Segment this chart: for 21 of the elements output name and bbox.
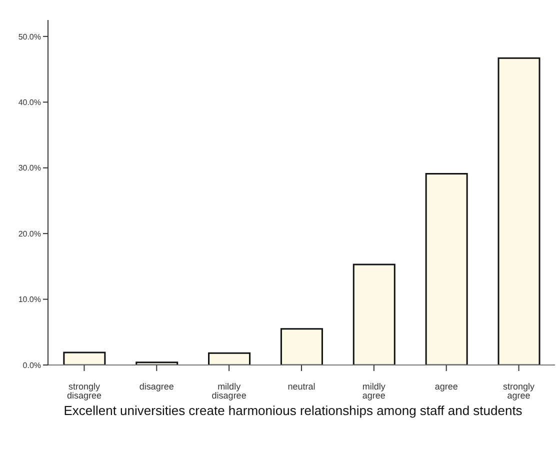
x-tick-label: disagree <box>139 381 174 392</box>
x-tick-label: strongly agree <box>503 381 536 400</box>
x-tick-label: agree <box>434 381 458 392</box>
bar <box>136 362 178 365</box>
bar <box>63 352 106 365</box>
y-tick-label: 20.0% <box>18 229 41 238</box>
x-tick-label: mildly disagree <box>212 381 246 400</box>
x-tick-label: mildly agree <box>362 381 386 400</box>
x-tick-label: strongly disagree <box>66 381 102 400</box>
bar <box>352 264 396 365</box>
y-tick-label: 40.0% <box>18 98 41 107</box>
bar <box>208 352 251 365</box>
y-tick-label: 50.0% <box>18 32 41 42</box>
x-axis-title: Excellent universities create harmonious relationships among staff and students <box>62 403 524 418</box>
y-tick-label: 0.0% <box>22 360 41 370</box>
y-tick-label: 10.0% <box>18 295 41 304</box>
y-tick-label: 30.0% <box>18 164 41 173</box>
x-tick-label: neutral <box>288 381 316 392</box>
bar <box>425 173 468 365</box>
bar <box>280 328 323 365</box>
bar <box>498 57 540 365</box>
